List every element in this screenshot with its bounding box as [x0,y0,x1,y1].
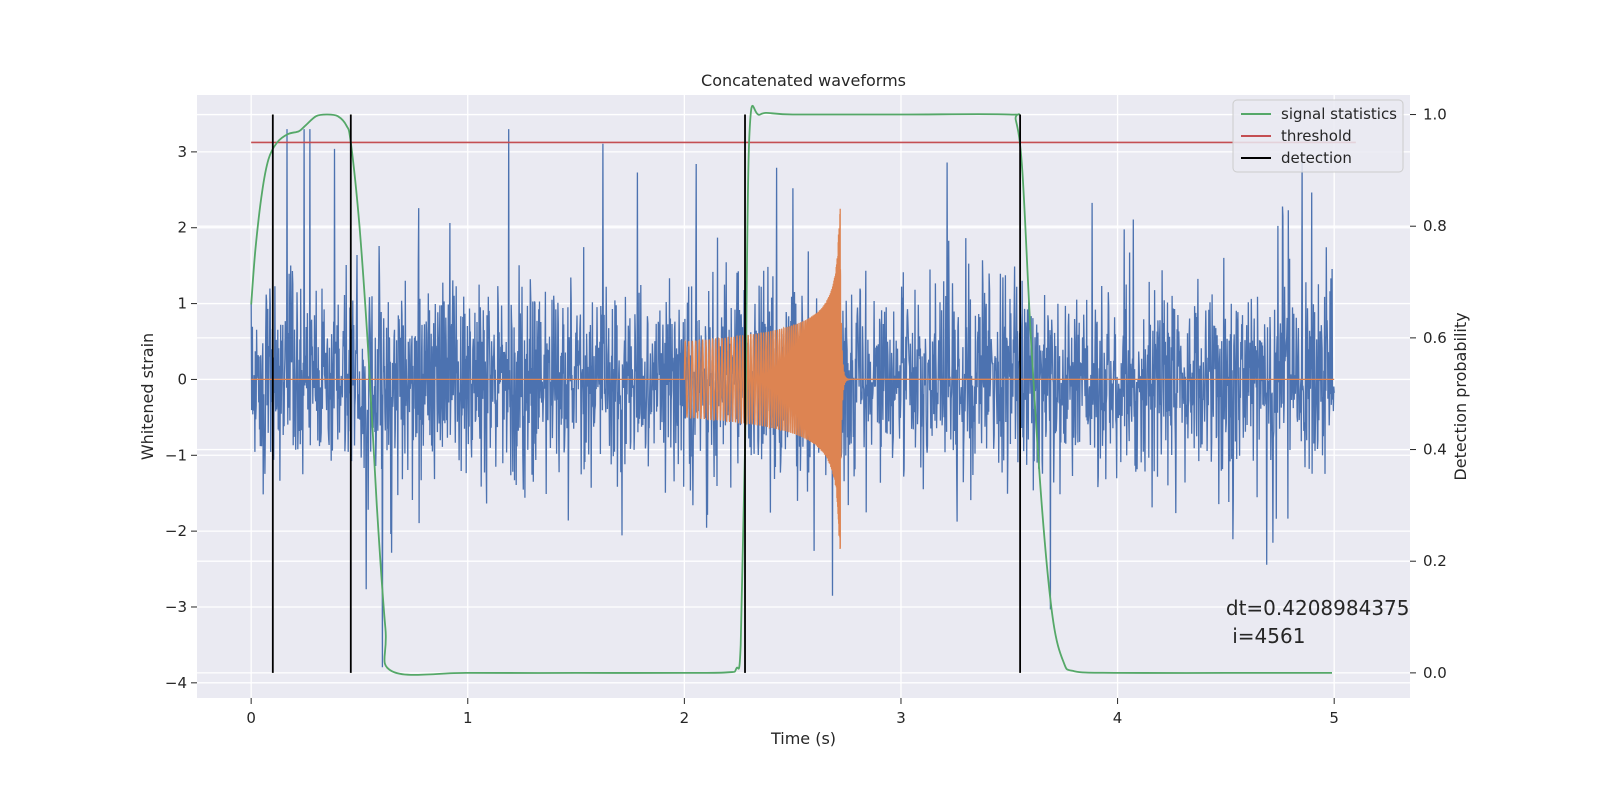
y-tick-label: 0 [177,370,187,388]
y2-tick-label: 0.0 [1423,664,1447,682]
legend-box [1232,99,1404,173]
x-tick-label: 5 [1329,709,1339,727]
y-axis-label: Whitened strain [138,333,157,460]
y-tick-label: −4 [165,674,187,692]
grid-lines [197,95,1410,698]
y2-tick-label: 0.6 [1423,329,1447,347]
y-tick-label: −1 [165,446,187,464]
series-signal-statistics [250,104,1332,676]
legend-label: detection [1281,149,1352,167]
x-tick-label: 4 [1113,709,1123,727]
tick-layer: 0 1 2 3 4 5 −4 −3 −2 −1 0 1 2 3 0.0 0.2 0.4 0.6 0.8 1.0 [165,106,1447,727]
chart-title: Concatenated waveforms [701,71,906,90]
y2-tick-label: 0.8 [1423,217,1447,235]
y-tick-label: 3 [177,143,187,161]
y2-tick-label: 0.2 [1423,552,1447,570]
annotation-dt: dt=0.4208984375 [1226,596,1410,620]
y-tick-label: −2 [165,522,187,540]
y2-tick-label: 1.0 [1423,106,1447,124]
x-tick-label: 1 [463,709,473,727]
series-whitened-strain [250,129,1335,668]
y2-axis-label: Detection probability [1451,312,1470,480]
annotation: dt=0.4208984375 i=4561 [1226,596,1410,648]
y2-tick-label: 0.4 [1423,441,1447,459]
legend-label: threshold [1281,127,1352,145]
x-tick-label: 0 [246,709,256,727]
legend: signal statistics threshold detection [1232,99,1404,173]
x-tick-label: 2 [680,709,690,727]
y-tick-label: −3 [165,598,187,616]
y-tick-label: 2 [177,219,187,237]
x-tick-label: 3 [896,709,906,727]
series-injected-waveform [251,208,1335,550]
x-axis-label: Time (s) [770,729,836,748]
annotation-index: i=4561 [1226,624,1306,648]
legend-label: signal statistics [1281,105,1397,123]
y-tick-label: 1 [177,295,187,313]
series-layer [250,104,1356,676]
